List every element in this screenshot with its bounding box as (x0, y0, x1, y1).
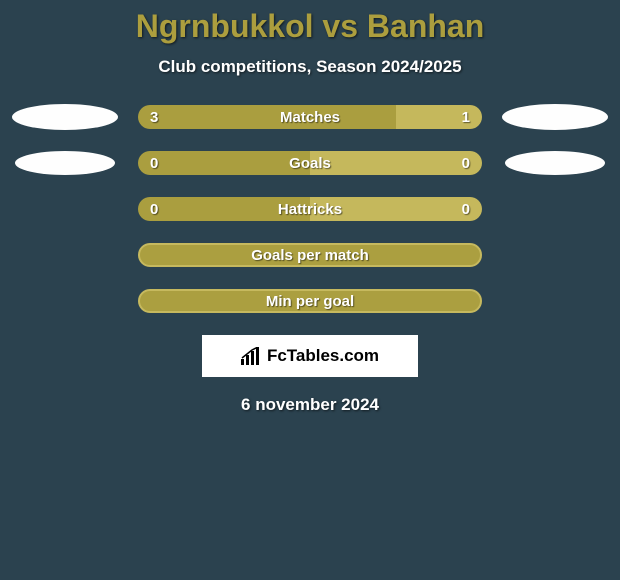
stat-row: 00Goals (0, 151, 620, 175)
right-value: 1 (450, 109, 482, 126)
bar-segment-left: 0 (138, 151, 310, 175)
bar-segment-left: 0 (138, 197, 310, 221)
split-bar: 00Goals (138, 151, 482, 175)
left-value: 0 (138, 155, 170, 172)
left-value: 3 (138, 109, 170, 126)
bar-segment-right: 0 (310, 151, 482, 175)
stats-block: 31Matches00Goals00HattricksGoals per mat… (0, 105, 620, 313)
left-value: 0 (138, 201, 170, 218)
stat-row: 00Hattricks (0, 197, 620, 221)
bar-segment-right: 0 (310, 197, 482, 221)
avatar-placeholder-right (505, 151, 605, 175)
logo-text: FcTables.com (267, 346, 379, 366)
avatar-left-slot (10, 151, 120, 175)
avatar-left-slot (10, 104, 120, 130)
avatar-right-slot (500, 104, 610, 130)
split-bar: 00Hattricks (138, 197, 482, 221)
stat-row: Min per goal (0, 289, 620, 313)
single-bar: Min per goal (138, 289, 482, 313)
chart-icon (241, 347, 263, 365)
container: Ngrnbukkol vs Banhan Club competitions, … (0, 0, 620, 580)
stat-row: 31Matches (0, 105, 620, 129)
split-bar: 31Matches (138, 105, 482, 129)
avatar-placeholder-left (12, 104, 118, 130)
bar-segment-left: 3 (138, 105, 396, 129)
date-text: 6 november 2024 (0, 395, 620, 415)
single-bar: Goals per match (138, 243, 482, 267)
page-title: Ngrnbukkol vs Banhan (0, 0, 620, 45)
avatar-right-slot (500, 151, 610, 175)
right-value: 0 (450, 201, 482, 218)
logo-badge: FcTables.com (202, 335, 418, 377)
avatar-placeholder-right (502, 104, 608, 130)
bar-segment-right: 1 (396, 105, 482, 129)
subtitle: Club competitions, Season 2024/2025 (0, 57, 620, 77)
avatar-placeholder-left (15, 151, 115, 175)
right-value: 0 (450, 155, 482, 172)
stat-row: Goals per match (0, 243, 620, 267)
